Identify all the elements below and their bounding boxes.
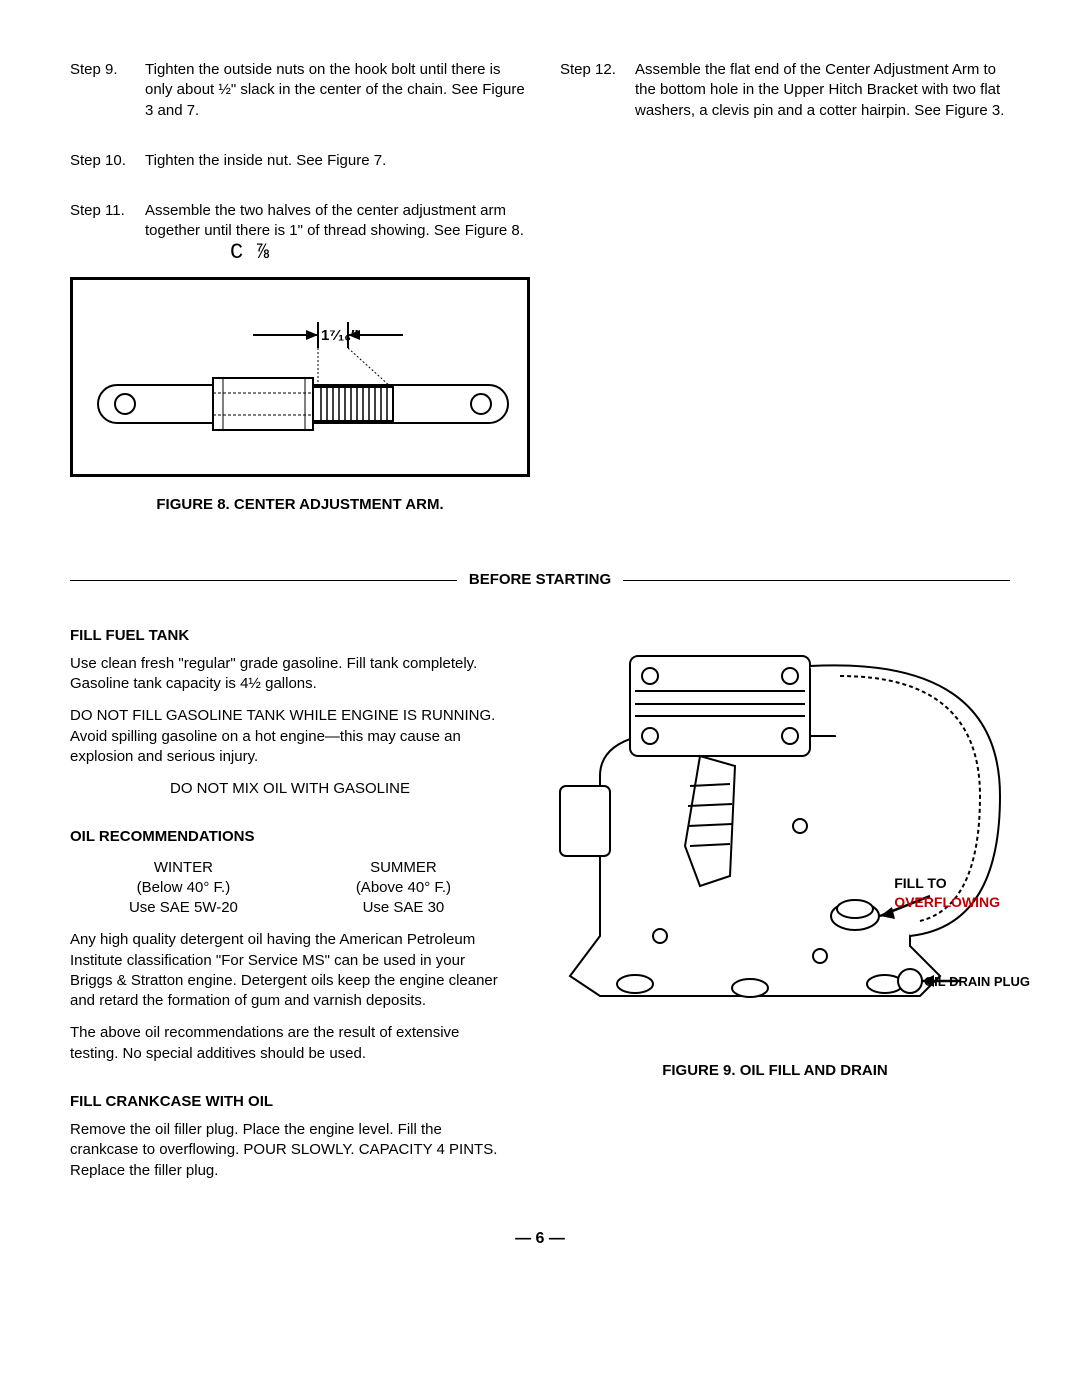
crank-heading: FILL CRANKCASE WITH OIL: [70, 1092, 510, 1112]
step-text: Assemble the flat end of the Center Adju…: [635, 60, 1010, 121]
oil-p2: The above oil recommendations are the re…: [70, 1023, 510, 1064]
svg-text:1⁷⁄₁₆″: 1⁷⁄₁₆″: [321, 327, 358, 344]
step-9: Step 9. Tighten the outside nuts on the …: [70, 60, 530, 121]
step-11: Step 11. Assemble the two halves of the …: [70, 201, 530, 242]
winter-grade: Use SAE 5W-20: [129, 898, 238, 918]
winter-temp: (Below 40° F.): [129, 878, 238, 898]
figure-9-caption: FIGURE 9. OIL FILL AND DRAIN: [540, 1061, 1010, 1081]
callout-drain: OIL DRAIN PLUG: [924, 973, 1030, 991]
step-text: Assemble the two halves of the center ad…: [145, 201, 530, 242]
step-text: Tighten the outside nuts on the hook bol…: [145, 60, 530, 121]
section-divider: BEFORE STARTING: [70, 570, 1010, 590]
oil-summer-col: SUMMER (Above 40° F.) Use SAE 30: [356, 858, 451, 919]
page-number: — 6 —: [70, 1228, 1010, 1250]
callout-fill-line1: FILL TO: [894, 875, 946, 891]
step-text: Tighten the inside nut. See Figure 7.: [145, 151, 530, 171]
summer-grade: Use SAE 30: [356, 898, 451, 918]
figure-8-caption: FIGURE 8. CENTER ADJUSTMENT ARM.: [70, 495, 530, 515]
step-label: Step 11.: [70, 201, 145, 242]
left-column: Step 9. Tighten the outside nuts on the …: [70, 60, 530, 515]
oil-p1: Any high quality detergent oil having th…: [70, 930, 510, 1011]
fuel-p2: DO NOT FILL GASOLINE TANK WHILE ENGINE I…: [70, 706, 510, 767]
bottom-left-column: FILL FUEL TANK Use clean fresh "regular"…: [70, 626, 510, 1193]
divider-line-right: [623, 580, 1010, 581]
step-12: Step 12. Assemble the flat end of the Ce…: [560, 60, 1010, 121]
oil-heading: OIL RECOMMENDATIONS: [70, 827, 510, 847]
handwritten-annotation: C ⅞: [230, 238, 270, 268]
callout-fill-line2: OVERFLOWING: [894, 894, 1000, 910]
figure-9-diagram: FILL TO OVERFLOWING OIL DRAIN PLUG: [540, 626, 1010, 1036]
crank-p1: Remove the oil filler plug. Place the en…: [70, 1120, 510, 1181]
step-label: Step 9.: [70, 60, 145, 121]
step-10: Step 10. Tighten the inside nut. See Fig…: [70, 151, 530, 171]
step-label: Step 10.: [70, 151, 145, 171]
summer-temp: (Above 40° F.): [356, 878, 451, 898]
divider-line-left: [70, 580, 457, 581]
right-column: Step 12. Assemble the flat end of the Ce…: [560, 60, 1010, 515]
top-section: Step 9. Tighten the outside nuts on the …: [70, 60, 1010, 515]
step-label: Step 12.: [560, 60, 635, 121]
figure-8-diagram: 1⁷⁄₁₆″: [70, 277, 530, 477]
bottom-right-column: FILL TO OVERFLOWING OIL DRAIN PLUG FIGUR…: [540, 626, 1010, 1193]
summer-title: SUMMER: [356, 858, 451, 878]
oil-table: WINTER (Below 40° F.) Use SAE 5W-20 SUMM…: [70, 858, 510, 919]
winter-title: WINTER: [129, 858, 238, 878]
fuel-heading: FILL FUEL TANK: [70, 626, 510, 646]
fuel-p3: DO NOT MIX OIL WITH GASOLINE: [70, 779, 510, 799]
divider-label: BEFORE STARTING: [469, 570, 611, 590]
bottom-section: FILL FUEL TANK Use clean fresh "regular"…: [70, 626, 1010, 1193]
oil-winter-col: WINTER (Below 40° F.) Use SAE 5W-20: [129, 858, 238, 919]
fuel-p1: Use clean fresh "regular" grade gasoline…: [70, 654, 510, 695]
callout-fill: FILL TO OVERFLOWING: [894, 874, 1000, 912]
